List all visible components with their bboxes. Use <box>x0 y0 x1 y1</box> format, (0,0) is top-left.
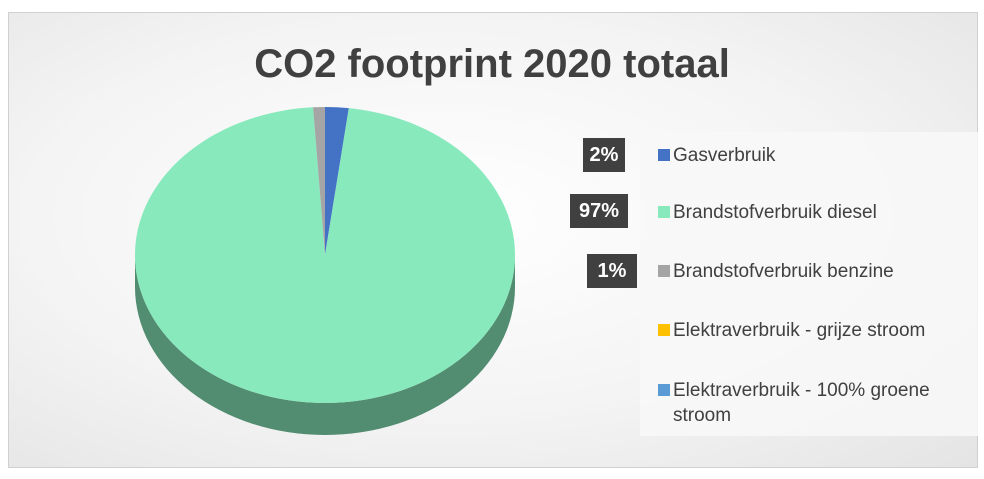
pie-slice <box>325 107 349 255</box>
legend-label: Elektraverbruik - grijze stroom <box>673 320 926 341</box>
chart-title: CO2 footprint 2020 totaal <box>254 42 730 86</box>
legend-label: Elektraverbruik - 100% groene stroom <box>673 380 930 426</box>
legend-entry: Gasverbruik <box>658 143 963 168</box>
pie-slice <box>313 107 325 255</box>
legend-swatch <box>658 265 670 277</box>
data-label: 97% <box>570 194 628 228</box>
legend-swatch <box>658 384 670 396</box>
legend-entry: Brandstofverbruik diesel <box>658 200 963 225</box>
data-label: 1% <box>587 254 637 288</box>
legend-swatch <box>658 149 670 161</box>
legend-swatch <box>658 324 670 336</box>
data-label: 2% <box>583 138 625 172</box>
legend <box>640 132 978 436</box>
slice-side <box>135 255 515 435</box>
legend-entry: Elektraverbruik - 100% groene stroom <box>658 378 963 428</box>
pie-slice <box>135 107 516 403</box>
legend-entry: Elektraverbruik - grijze stroom <box>658 318 963 343</box>
legend-label: Gasverbruik <box>673 145 776 166</box>
legend-swatch <box>658 206 670 218</box>
legend-entry: Brandstofverbruik benzine <box>658 259 963 284</box>
legend-label: Brandstofverbruik diesel <box>673 202 877 223</box>
legend-label: Brandstofverbruik benzine <box>673 261 894 282</box>
